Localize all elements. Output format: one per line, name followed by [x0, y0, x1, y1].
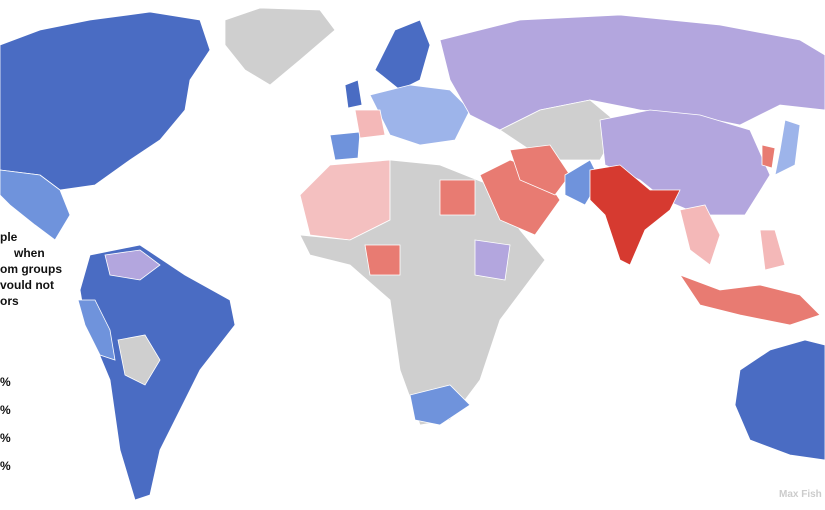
europe-central	[369, 84, 471, 146]
southeast-asia	[679, 204, 721, 266]
legend-item: %	[0, 375, 11, 389]
legend-item: %	[0, 403, 11, 417]
legend-title-line: ors	[0, 294, 19, 308]
legend-item: %	[0, 459, 11, 473]
iran	[509, 144, 571, 196]
legend-title-line: om groups	[0, 262, 62, 276]
egypt	[439, 179, 476, 216]
legend-item: %	[0, 431, 11, 445]
indonesia	[678, 274, 821, 326]
russia	[439, 14, 825, 131]
mexico	[0, 169, 71, 241]
india	[589, 164, 681, 266]
peru	[77, 299, 116, 361]
uk	[344, 79, 363, 109]
japan	[774, 119, 801, 176]
bolivia	[117, 334, 161, 386]
spain	[329, 131, 361, 161]
venezuela	[104, 249, 161, 281]
legend: ple when om groups vould not ors % % % %	[0, 230, 62, 473]
korea	[761, 144, 776, 169]
south-africa	[409, 384, 471, 426]
france	[354, 109, 386, 139]
nigeria	[364, 244, 401, 276]
legend-title-line: ple	[0, 230, 18, 244]
countries	[0, 7, 825, 501]
legend-title-line: when	[13, 246, 45, 260]
greenland	[224, 7, 336, 86]
australia	[734, 339, 825, 461]
legend-title-line: vould not	[0, 278, 54, 292]
philippines	[759, 229, 786, 271]
credit: Max Fish	[779, 489, 822, 500]
ethiopia	[474, 239, 511, 281]
